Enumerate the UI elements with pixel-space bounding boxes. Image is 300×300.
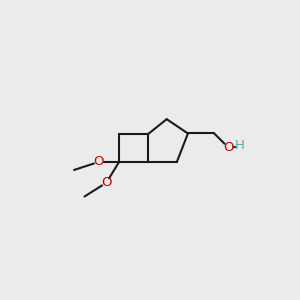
- Text: O: O: [94, 155, 104, 168]
- Text: O: O: [223, 141, 233, 154]
- Text: H: H: [235, 139, 244, 152]
- Text: O: O: [101, 176, 112, 189]
